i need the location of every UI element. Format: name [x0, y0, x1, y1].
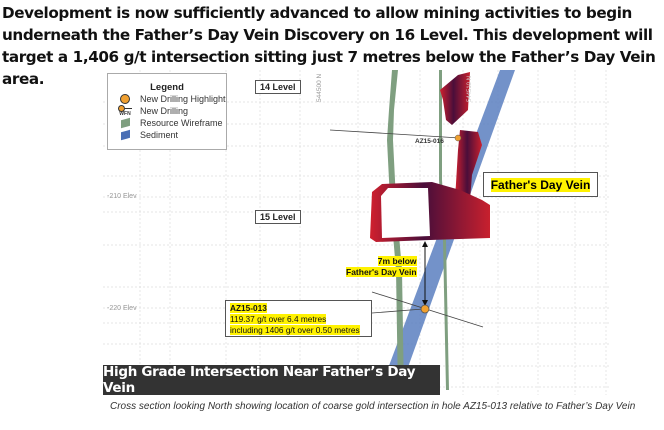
green-swatch-icon — [118, 117, 132, 129]
vein-void — [381, 188, 430, 238]
intersection-including: including 1406 g/t over 0.50 metres — [230, 325, 360, 335]
vein-middle — [455, 130, 482, 200]
intersection-grade: 119.37 g/t over 6.4 metres — [230, 314, 327, 324]
intersection-callout: AZ15-013 119.37 g/t over 6.4 metres incl… — [225, 300, 372, 337]
legend-item: New Drilling Highlight — [118, 93, 226, 105]
orange-dot-icon — [118, 94, 132, 104]
legend: Legend New Drilling Highlight WFN New Dr… — [107, 73, 227, 150]
drill-marker-icon: WFN — [118, 105, 132, 117]
vein-label-box: Father's Day Vein — [483, 172, 598, 197]
drill-dot-upper — [454, 134, 462, 142]
figure-caption: Cross section looking North showing loca… — [110, 401, 636, 412]
hole-label-upper: AZ15-016 — [415, 138, 444, 145]
northing-label-2: 544510 N — [467, 76, 473, 102]
blue-swatch-icon — [118, 129, 132, 141]
intersection-hole: AZ15-013 — [230, 303, 267, 313]
distance-label: 7m below Father's Day Vein — [346, 256, 417, 277]
drill-highlight-dot — [420, 304, 430, 314]
elevation-label-upper: -210 Elev — [107, 193, 137, 200]
legend-title: Legend — [150, 82, 184, 93]
drill-trace-az15-016 — [329, 129, 461, 139]
intro-text: Development is now sufficiently advanced… — [2, 4, 656, 88]
northing-label: 544500 N — [316, 74, 323, 102]
legend-item: Sediment — [118, 129, 226, 141]
level-label-14: 14 Level — [255, 80, 301, 94]
elevation-label-lower: -220 Elev — [107, 305, 137, 312]
legend-item: WFN New Drilling — [118, 105, 189, 117]
leader-line — [371, 308, 424, 314]
vein-label: Father's Day Vein — [490, 177, 591, 192]
level-label-15: 15 Level — [255, 210, 301, 224]
figure-banner: High Grade Intersection Near Father’s Da… — [103, 364, 440, 396]
vein-upper — [440, 72, 470, 125]
legend-item: Resource Wireframe — [118, 117, 226, 129]
